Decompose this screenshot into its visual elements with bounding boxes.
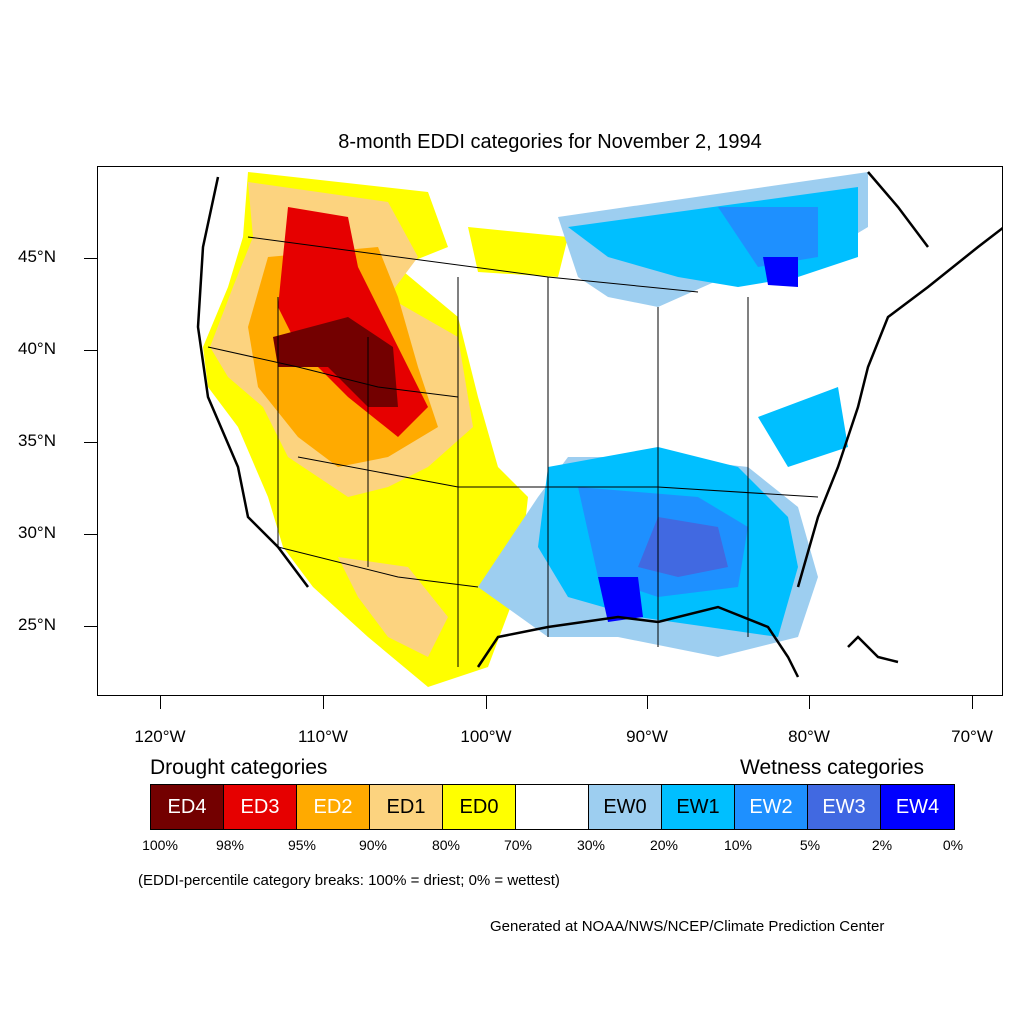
wetness-ew3-region — [638, 517, 728, 577]
percentile-label: 2% — [871, 837, 893, 853]
lat-label-40n: 40°N — [18, 339, 56, 358]
legend-seg-ew3: EW3 — [808, 785, 881, 829]
category-legend-bar: ED4 ED3 ED2 ED1 ED0 EW0 EW1 EW2 EW3 EW4 — [150, 784, 955, 830]
lat-label-30n: 30°N — [18, 523, 56, 542]
lon-tick — [160, 696, 161, 709]
lon-label-110w: 110°W — [298, 727, 348, 746]
legend-seg-ew0: EW0 — [589, 785, 662, 829]
percentile-label: 100% — [142, 837, 178, 853]
percentile-label: 80% — [431, 837, 461, 853]
credit-text: Generated at NOAA/NWS/NCEP/Climate Predi… — [490, 918, 885, 935]
lon-tick — [647, 696, 648, 709]
lat-tick — [84, 534, 97, 535]
map-title: 8-month EDDI categories for November 2, … — [338, 131, 762, 153]
eddi-map-canvas — [196, 171, 1002, 687]
drought-categories-heading: Drought categories — [150, 756, 328, 779]
lat-label-25n: 25°N — [18, 615, 56, 634]
percentile-label: 95% — [287, 837, 317, 853]
legend-seg-label: EW2 — [749, 795, 793, 818]
legend-seg-label: ED0 — [459, 795, 499, 818]
lon-label-120w: 120°W — [134, 727, 186, 746]
percentile-label: 98% — [215, 837, 245, 853]
coastlines — [196, 171, 1002, 678]
lon-label-70w: 70°W — [951, 727, 993, 746]
percentile-label: 30% — [576, 837, 606, 853]
legend-seg-label: ED3 — [240, 795, 280, 818]
lat-tick — [84, 350, 97, 351]
legend-seg-label: EW1 — [676, 795, 720, 818]
lat-label-35n: 35°N — [18, 431, 56, 450]
wetness-ew1-east-region — [758, 387, 848, 467]
drought-ed0-north-region — [468, 227, 568, 277]
lon-label-90w: 90°W — [626, 727, 668, 746]
border-lines — [207, 236, 819, 667]
lon-label-100w: 100°W — [460, 727, 512, 746]
lon-tick — [486, 696, 487, 709]
percentile-label: 0% — [942, 837, 964, 853]
lon-label-80w: 80°W — [788, 727, 830, 746]
legend-seg-ew4: EW4 — [881, 785, 954, 829]
lat-tick — [84, 442, 97, 443]
wetness-ew4-north-region — [763, 257, 798, 287]
legend-seg-neutral — [516, 785, 589, 829]
lat-tick — [84, 626, 97, 627]
percentile-label: 90% — [358, 837, 388, 853]
eddi-map — [97, 166, 1003, 696]
legend-seg-label: EW3 — [822, 795, 866, 818]
lon-tick — [809, 696, 810, 709]
legend-seg-ew1: EW1 — [662, 785, 735, 829]
percentile-label: 70% — [503, 837, 533, 853]
legend-seg-ed4: ED4 — [151, 785, 224, 829]
legend-seg-ed3: ED3 — [224, 785, 297, 829]
legend-seg-label: ED2 — [313, 795, 353, 818]
percentile-label: 20% — [649, 837, 679, 853]
legend-seg-label: ED4 — [167, 795, 207, 818]
wetness-categories-heading: Wetness categories — [740, 756, 925, 779]
legend-seg-label: EW0 — [603, 795, 647, 818]
legend-seg-ed2: ED2 — [297, 785, 370, 829]
lon-tick — [972, 696, 973, 709]
legend-seg-ed0: ED0 — [443, 785, 516, 829]
category-breaks-note: (EDDI-percentile category breaks: 100% =… — [138, 872, 560, 889]
drought-ed1-south-region — [338, 557, 448, 657]
legend-seg-label: ED1 — [386, 795, 426, 818]
lat-label-45n: 45°N — [18, 247, 56, 266]
legend-seg-ed1: ED1 — [370, 785, 443, 829]
wetness-ew4-region — [598, 577, 643, 622]
legend-seg-ew2: EW2 — [735, 785, 808, 829]
percentile-label: 5% — [799, 837, 821, 853]
legend-seg-label: EW4 — [895, 795, 940, 818]
percentile-label: 10% — [723, 837, 753, 853]
lat-tick — [84, 258, 97, 259]
lon-tick — [323, 696, 324, 709]
wetness-ew2-north-region — [718, 207, 818, 267]
